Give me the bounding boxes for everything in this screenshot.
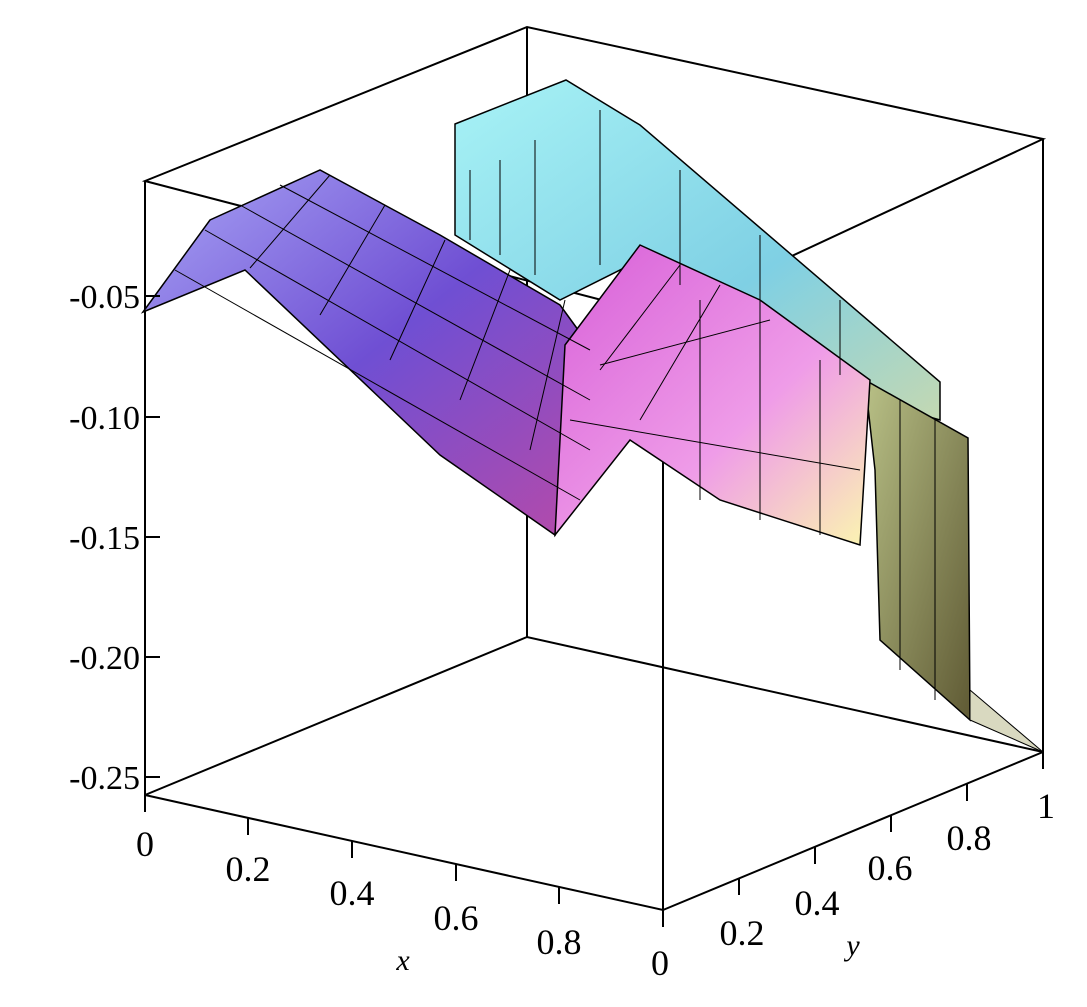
x-tick-label: 0.2 [226, 849, 271, 889]
x-axis-label: x [395, 944, 410, 977]
z-tick-label: -0.20 [69, 640, 140, 677]
y-tick-label: 0.8 [947, 818, 992, 858]
surface-patches [140, 79, 1044, 753]
surface-floor-slope [969, 688, 1044, 753]
surface-right-wall [864, 378, 971, 722]
y-tick-label: 0.4 [795, 883, 840, 923]
z-tick-label: -0.15 [69, 520, 140, 557]
y-tick-label: 0.2 [720, 913, 765, 953]
z-tick-label: -0.05 [69, 279, 140, 316]
surface-mesh [174, 110, 936, 700]
x-axis: 0 0.2 0.4 0.6 0.8 x [136, 795, 582, 977]
y-tick-label: 0.6 [868, 848, 913, 888]
y-axis-label: y [843, 929, 860, 962]
box-back-floor [144, 635, 1044, 796]
y-tick-label: 1 [1037, 786, 1055, 826]
y-tick-label: 0 [651, 943, 669, 983]
z-tick-label: -0.10 [69, 400, 140, 437]
x-tick-label: 0 [136, 824, 154, 864]
z-axis: -0.05 -0.10 -0.15 -0.20 -0.25 [69, 279, 160, 797]
y-axis: 0 0.2 0.4 0.6 0.8 1 y [651, 752, 1055, 983]
z-tick-label: -0.25 [69, 760, 140, 797]
x-tick-label: 0.6 [434, 898, 479, 938]
x-tick-label: 0.8 [537, 922, 582, 962]
x-tick-label: 0.4 [330, 873, 375, 913]
